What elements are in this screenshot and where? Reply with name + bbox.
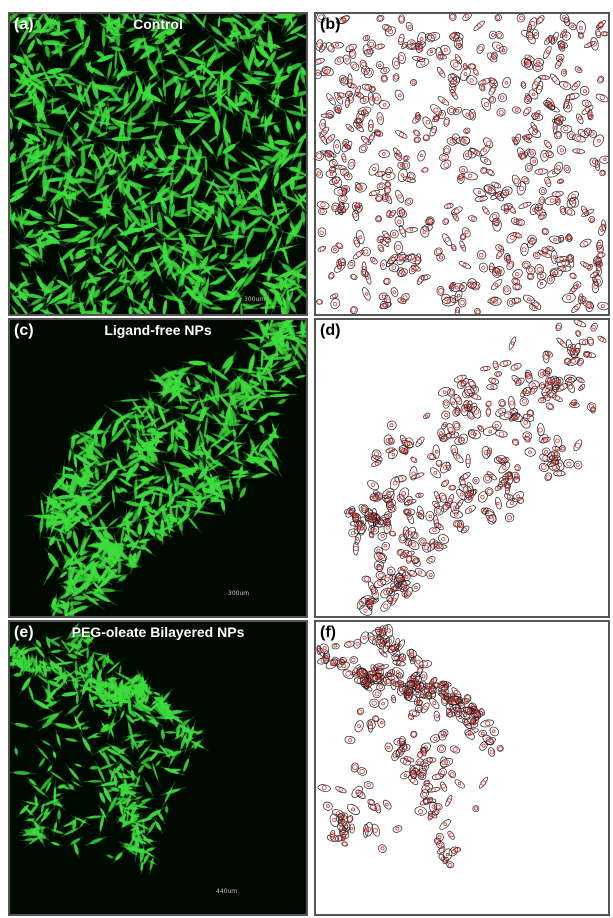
panel-title: Ligand-free NPs: [104, 322, 212, 338]
panel-d-ligand-free-segmentation: (d): [314, 318, 610, 618]
panel-b-control-segmentation: (b): [314, 12, 610, 316]
panel-label: (f): [320, 624, 336, 641]
fluorescence-image: [10, 622, 210, 876]
panel-label: (b): [320, 16, 341, 33]
panel-label: (a): [14, 16, 34, 33]
panel-title: PEG-oleate Bilayered NPs: [71, 624, 245, 640]
panel-label: (c): [14, 322, 34, 339]
panel-e-peg-oleate-fluorescence: (e) PEG-oleate Bilayered NPs 440um: [8, 620, 308, 916]
scale-bar-label: 300um: [244, 296, 266, 303]
panel-c-ligand-free-fluorescence: (c) Ligand-free NPs 300um: [8, 318, 308, 618]
panel-label: (d): [320, 322, 341, 339]
panel-label: (e): [14, 624, 34, 641]
segmentation-image: [343, 320, 607, 616]
scale-bar-label: 440um: [216, 888, 238, 895]
segmentation-image: [316, 624, 504, 869]
scale-bar-label: 300um: [228, 590, 250, 597]
fluorescence-image: [10, 14, 306, 314]
segmentation-image: [316, 14, 608, 314]
fluorescence-image: [25, 320, 306, 616]
panel-a-control-fluorescence: (a) Control 300um: [8, 12, 308, 316]
panel-title: Control: [133, 16, 183, 32]
panel-f-peg-oleate-segmentation: (f): [314, 620, 610, 916]
